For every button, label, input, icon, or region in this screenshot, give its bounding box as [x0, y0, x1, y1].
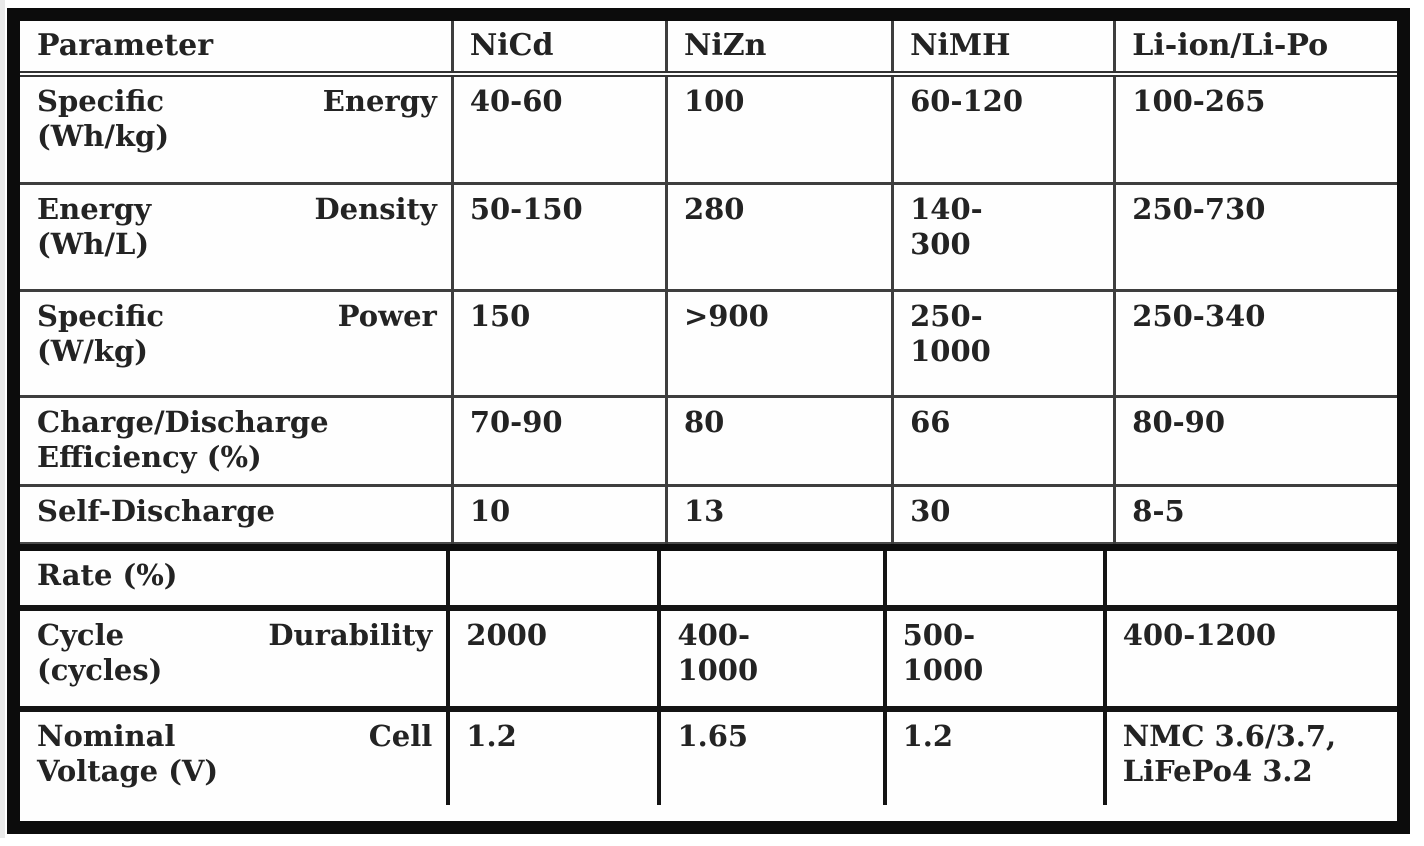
param-unit: Efficiency (%) [37, 440, 262, 475]
param-label: Cycle [37, 617, 125, 652]
param-cell: Nominal Cell Voltage (V) [20, 709, 448, 805]
param-unit: Voltage (V) [37, 753, 219, 788]
param-label: Specific [37, 83, 165, 118]
value-cell-liion: 250-340 [1113, 290, 1397, 399]
column-header-liion: Li-ion/Li-Po [1113, 21, 1397, 77]
scan-edge-shadow [0, 0, 5, 838]
param-unit: (Wh/L) [37, 227, 150, 262]
table-row-specific-power: Specific Power (W/kg) 150 >900 250- 1000 … [20, 290, 1397, 399]
value-cell-nimh: 60-120 [891, 73, 1115, 186]
value-cell-nimh: 1.2 [882, 708, 1105, 805]
param-cell: Specific Energy (Wh/kg) [20, 73, 453, 186]
value-cell-liion: 80-90 [1113, 396, 1397, 488]
value-cell-nicd: 50-150 [450, 183, 667, 293]
table-row-self-discharge: Self-Discharge 10 13 30 8-5 [20, 485, 1397, 544]
table-row-energy-density: Energy Density (Wh/L) 50-150 280 140- 300… [20, 183, 1397, 293]
column-header-nizn: NiZn [664, 21, 893, 77]
table-row-nominal-cell-voltage: Nominal Cell Voltage (V) 1.2 1.65 1.2 NMC… [20, 708, 1397, 805]
value-cell-nizn: 400- 1000 [657, 607, 885, 712]
param-label: Energy [322, 83, 437, 118]
param-label: Self-Discharge [37, 494, 275, 529]
value-cell-liion: 250-730 [1113, 183, 1397, 293]
param-label: Charge/Discharge [37, 405, 329, 440]
value-cell-nizn [657, 550, 885, 611]
value-cell-liion: NMC 3.6/3.7, LiFePo4 3.2 [1102, 708, 1397, 805]
table-section-lower: Rate (%) Cycle Durability (cycles) 2000 4… [20, 550, 1397, 805]
value-cell-liion: 100-265 [1113, 73, 1397, 186]
value-cell-nicd: 10 [450, 485, 667, 544]
param-label: Energy [37, 192, 152, 227]
param-label: Nominal [37, 718, 176, 753]
value-cell-nimh: 250- 1000 [891, 290, 1115, 399]
column-header-nicd: NiCd [450, 21, 667, 77]
value-cell-nimh [882, 550, 1105, 611]
value-cell-nicd: 150 [450, 290, 667, 399]
param-unit: (W/kg) [37, 334, 148, 369]
param-unit: (cycles) [37, 652, 163, 687]
table-section-upper: Parameter NiCd NiZn NiMH Li-ion/Li-Po Sp… [20, 21, 1397, 544]
param-label: Rate (%) [37, 557, 178, 592]
value-cell-nizn: 280 [664, 183, 893, 293]
value-cell-nicd: 70-90 [450, 396, 667, 488]
value-cell-liion: 400-1200 [1102, 607, 1397, 712]
value-cell-nizn: 80 [664, 396, 893, 488]
value-cell-nizn: 1.65 [657, 708, 885, 805]
param-label: Durability [268, 617, 433, 652]
page-split-divider [20, 543, 1397, 551]
table-row-charge-discharge-efficiency: Charge/Discharge Efficiency (%) 70-90 80… [20, 396, 1397, 488]
value-cell-nizn: >900 [664, 290, 893, 399]
param-cell: Rate (%) [20, 550, 449, 611]
value-cell-nimh: 30 [891, 485, 1115, 544]
battery-comparison-table: Parameter NiCd NiZn NiMH Li-ion/Li-Po Sp… [7, 8, 1410, 834]
column-header-nimh: NiMH [891, 21, 1115, 77]
value-cell-nimh: 140- 300 [891, 183, 1115, 293]
param-unit: (Wh/kg) [37, 118, 170, 153]
value-cell-nimh: 66 [891, 396, 1115, 488]
table-row-specific-energy: Specific Energy (Wh/kg) 40-60 100 60-120 … [20, 73, 1397, 186]
param-cell: Energy Density (Wh/L) [20, 183, 453, 293]
param-cell: Cycle Durability (cycles) [20, 607, 449, 712]
param-label: Power [337, 299, 437, 334]
param-label: Density [314, 192, 437, 227]
table-row-rate: Rate (%) [20, 550, 1397, 611]
value-cell-nicd: 2000 [446, 607, 660, 712]
value-cell-nimh: 500- 1000 [882, 607, 1105, 712]
param-label: Cell [368, 718, 433, 753]
param-cell: Specific Power (W/kg) [20, 290, 453, 399]
param-label: Specific [37, 299, 165, 334]
param-cell: Self-Discharge [20, 485, 453, 544]
value-cell-liion [1102, 550, 1397, 611]
column-header-parameter: Parameter [20, 21, 453, 77]
value-cell-nizn: 13 [664, 485, 893, 544]
table-row-cycle-durability: Cycle Durability (cycles) 2000 400- 1000 … [20, 607, 1397, 712]
table-header-row: Parameter NiCd NiZn NiMH Li-ion/Li-Po [20, 21, 1397, 77]
value-cell-nicd: 40-60 [450, 73, 667, 186]
value-cell-liion: 8-5 [1113, 485, 1397, 544]
value-cell-nizn: 100 [664, 73, 893, 186]
value-cell-nicd: 1.2 [446, 708, 660, 805]
param-cell: Charge/Discharge Efficiency (%) [20, 396, 453, 488]
value-cell-nicd [446, 550, 660, 611]
